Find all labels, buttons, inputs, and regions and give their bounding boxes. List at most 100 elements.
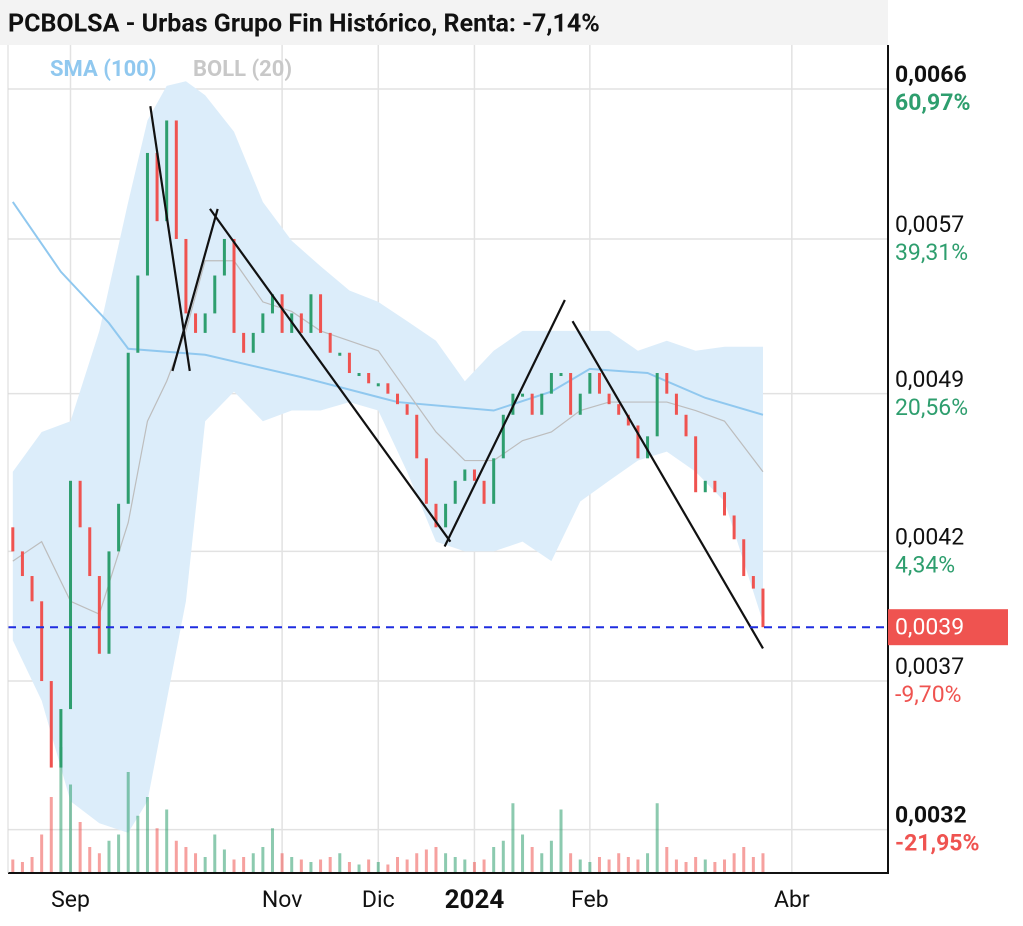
volume-bar bbox=[636, 859, 640, 872]
volume-bar bbox=[30, 857, 34, 872]
candle bbox=[665, 373, 669, 394]
volume-bar bbox=[145, 797, 149, 872]
y-tick-change: -9,70% bbox=[895, 681, 962, 708]
volume-bar bbox=[549, 840, 553, 872]
volume-bar bbox=[290, 857, 294, 872]
y-tick-change: 20,56% bbox=[895, 394, 968, 421]
last-price-box bbox=[888, 609, 1008, 646]
candle bbox=[319, 294, 323, 333]
title-background bbox=[0, 0, 888, 45]
volume-bar bbox=[376, 862, 380, 872]
candle bbox=[338, 352, 342, 356]
volume-bar bbox=[434, 847, 438, 872]
candle bbox=[213, 275, 217, 314]
volume-bar bbox=[107, 840, 111, 872]
volume-bar bbox=[732, 853, 736, 872]
y-tick-label: 0,0037 bbox=[895, 653, 964, 680]
candle bbox=[78, 480, 82, 528]
candle bbox=[107, 551, 111, 654]
candle bbox=[549, 373, 553, 394]
volume-bar bbox=[453, 857, 457, 872]
candle bbox=[588, 373, 592, 394]
volume-bar bbox=[270, 828, 274, 872]
candle bbox=[444, 503, 448, 528]
candle bbox=[155, 152, 159, 222]
volume-bar bbox=[751, 857, 755, 872]
volume-bar bbox=[232, 859, 236, 872]
y-tick-label: 0,0032 bbox=[895, 802, 967, 829]
volume-bar bbox=[646, 853, 650, 872]
volume-bar bbox=[184, 847, 188, 872]
candle bbox=[703, 480, 707, 493]
candle bbox=[117, 503, 121, 552]
volume-bar bbox=[761, 853, 765, 872]
candle bbox=[674, 393, 678, 415]
volume-bar bbox=[521, 834, 525, 872]
candle bbox=[569, 373, 573, 415]
candle bbox=[415, 414, 419, 459]
volume-bar bbox=[299, 859, 303, 872]
candle bbox=[386, 383, 390, 394]
volume-bar bbox=[174, 840, 178, 872]
candle bbox=[530, 393, 534, 415]
candle bbox=[626, 414, 630, 426]
volume-bar bbox=[588, 862, 592, 872]
x-tick-label: 2024 bbox=[445, 885, 505, 915]
candle bbox=[126, 352, 130, 504]
candle bbox=[482, 480, 486, 504]
candle bbox=[357, 373, 361, 377]
trend-line bbox=[149, 106, 191, 372]
candle bbox=[463, 469, 467, 481]
volume-bar bbox=[444, 853, 448, 872]
candle bbox=[194, 313, 198, 333]
x-tick-label: Sep bbox=[51, 886, 90, 913]
candle bbox=[347, 352, 351, 374]
volume-bar bbox=[328, 857, 332, 872]
volume-bar bbox=[69, 784, 73, 872]
volume-bar bbox=[501, 840, 505, 872]
x-tick-label: Feb bbox=[571, 886, 609, 913]
volume-bar bbox=[482, 859, 486, 872]
volume-bar bbox=[309, 862, 313, 872]
volume-bar bbox=[694, 857, 698, 872]
trend-lines bbox=[8, 106, 888, 649]
candle bbox=[646, 436, 650, 459]
volume-bar bbox=[222, 849, 226, 872]
volume-bar bbox=[155, 828, 159, 872]
volume-bar bbox=[617, 853, 621, 872]
candles bbox=[11, 120, 765, 768]
candle bbox=[232, 238, 236, 333]
candle bbox=[88, 527, 92, 577]
volume-bar bbox=[78, 822, 82, 872]
candle bbox=[69, 480, 73, 710]
candle bbox=[40, 601, 44, 682]
candle bbox=[713, 480, 717, 493]
volume-bar bbox=[251, 853, 255, 872]
candle bbox=[540, 393, 544, 415]
candle bbox=[203, 313, 207, 333]
trend-line bbox=[209, 208, 452, 543]
candle bbox=[597, 373, 601, 394]
candle bbox=[501, 414, 505, 459]
x-tick-label: Dic bbox=[362, 886, 395, 913]
candle bbox=[136, 275, 140, 353]
volume-bar bbox=[626, 857, 630, 872]
volume-bar bbox=[261, 847, 265, 872]
volume-bar bbox=[511, 803, 515, 872]
axes bbox=[7, 45, 889, 874]
volume-bar bbox=[338, 853, 342, 872]
volume-bar bbox=[117, 834, 121, 872]
candle bbox=[376, 383, 380, 387]
candle bbox=[309, 294, 313, 333]
candle bbox=[97, 576, 101, 654]
x-tick-label: Abr bbox=[774, 886, 810, 913]
volume-bar bbox=[40, 834, 44, 872]
candle bbox=[261, 313, 265, 333]
candle bbox=[684, 414, 688, 437]
legend-sma: SMA (100) bbox=[50, 57, 157, 82]
candle bbox=[299, 313, 303, 333]
volume-bar bbox=[396, 857, 400, 872]
volume-bar bbox=[540, 853, 544, 872]
candle bbox=[636, 425, 640, 459]
